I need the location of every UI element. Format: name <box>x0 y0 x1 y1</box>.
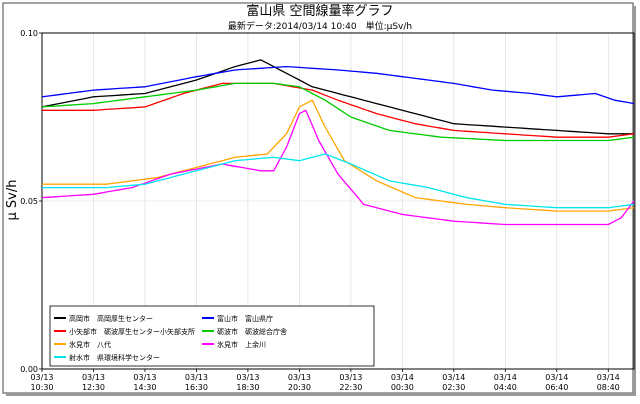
series-lines <box>41 59 635 226</box>
chart-title: 富山県 空間線量率グラフ <box>246 3 393 19</box>
legend-label: 氷見市 八代 <box>69 340 111 349</box>
x-axis: 03/1310:3003/1312:3003/1314:3003/1316:30… <box>30 369 620 392</box>
x-tick-date: 03/14 <box>494 373 517 382</box>
x-tick-time: 16:30 <box>185 383 208 392</box>
x-tick-time: 02:30 <box>442 383 465 392</box>
series-line-0 <box>41 59 634 135</box>
x-tick-date: 03/13 <box>339 373 362 382</box>
series-line-3 <box>41 82 635 142</box>
y-axis-label: μ Sv/h <box>5 180 20 221</box>
legend-label: 射水市 県環境科学センター <box>69 353 160 362</box>
series-line-4 <box>42 99 635 212</box>
x-tick-time: 08:40 <box>597 383 620 392</box>
x-tick-time: 00:30 <box>391 383 414 392</box>
legend-label: 砺波市 砺波総合庁舎 <box>217 327 287 336</box>
legend-label: 富山市 富山県庁 <box>217 314 273 323</box>
chart-shadow-bottom <box>6 393 636 396</box>
y-tick-label: 0.05 <box>20 197 38 206</box>
chart-subtitle: 最新データ:2014/03/14 10:40 単位:μSv/h <box>228 20 412 32</box>
x-tick-time: 12:30 <box>82 383 105 392</box>
x-tick-time: 06:40 <box>545 383 568 392</box>
x-tick-time: 04:40 <box>494 383 517 392</box>
x-tick-date: 03/14 <box>597 373 620 382</box>
x-tick-date: 03/14 <box>391 373 414 382</box>
y-axis: 0.10 0.05 0.00 <box>20 29 42 374</box>
x-tick-date: 03/13 <box>82 373 105 382</box>
x-tick-date: 03/13 <box>236 373 259 382</box>
legend-box <box>49 305 375 367</box>
legend-label: 氷見市 上余川 <box>217 340 266 349</box>
x-tick-time: 10:30 <box>30 383 53 392</box>
legend-label: 小矢部市 砺波厚生センター小矢部支所 <box>69 327 195 336</box>
x-tick-time: 14:30 <box>133 383 156 392</box>
y-tick-label: 0.10 <box>20 29 38 38</box>
x-tick-time: 18:30 <box>236 383 259 392</box>
x-tick-time: 22:30 <box>339 383 362 392</box>
x-tick-date: 03/13 <box>30 373 53 382</box>
x-tick-date: 03/13 <box>133 373 156 382</box>
x-tick-date: 03/14 <box>442 373 465 382</box>
x-tick-date: 03/13 <box>185 373 208 382</box>
x-tick-time: 20:30 <box>288 383 311 392</box>
x-tick-date: 03/13 <box>288 373 311 382</box>
legend-label: 高岡市 高岡厚生センター <box>69 314 153 323</box>
x-tick-date: 03/14 <box>545 373 568 382</box>
series-line-2 <box>42 82 635 138</box>
y-tick-label: 0.00 <box>20 365 38 374</box>
series-line-6 <box>42 153 635 209</box>
series-line-1 <box>41 65 635 105</box>
